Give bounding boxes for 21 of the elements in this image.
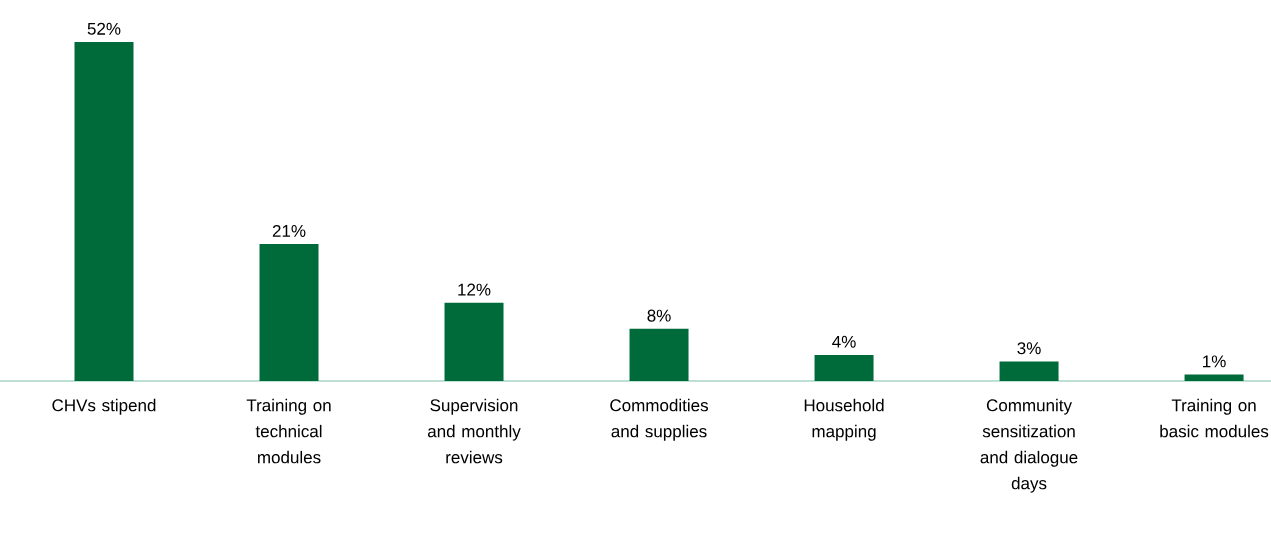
bar (74, 41, 134, 381)
bar (814, 354, 874, 381)
x-tick-label: Training on technical modules (246, 398, 331, 464)
x-tick-label: Supervision and monthly reviews (427, 398, 521, 464)
bar (999, 361, 1059, 381)
x-tick-label: CHVs stipend (52, 398, 156, 415)
data-label: 1% (1203, 355, 1226, 368)
data-label: 12% (458, 283, 491, 296)
x-tick-label: Community sensitization and dialogue days (980, 398, 1078, 493)
data-label: 21% (272, 224, 306, 237)
bar (1184, 374, 1244, 381)
bar (629, 328, 689, 381)
data-label: 8% (647, 309, 671, 322)
x-tick-label: Commodities and supplies (610, 398, 708, 441)
data-label: 4% (832, 335, 856, 348)
x-tick-label: Household mapping (804, 398, 884, 441)
data-label: 3% (1017, 342, 1041, 355)
bar (259, 244, 319, 381)
bar (444, 302, 504, 381)
x-tick-label: Training on basic modules (1160, 398, 1269, 438)
data-label: 52% (87, 22, 121, 35)
